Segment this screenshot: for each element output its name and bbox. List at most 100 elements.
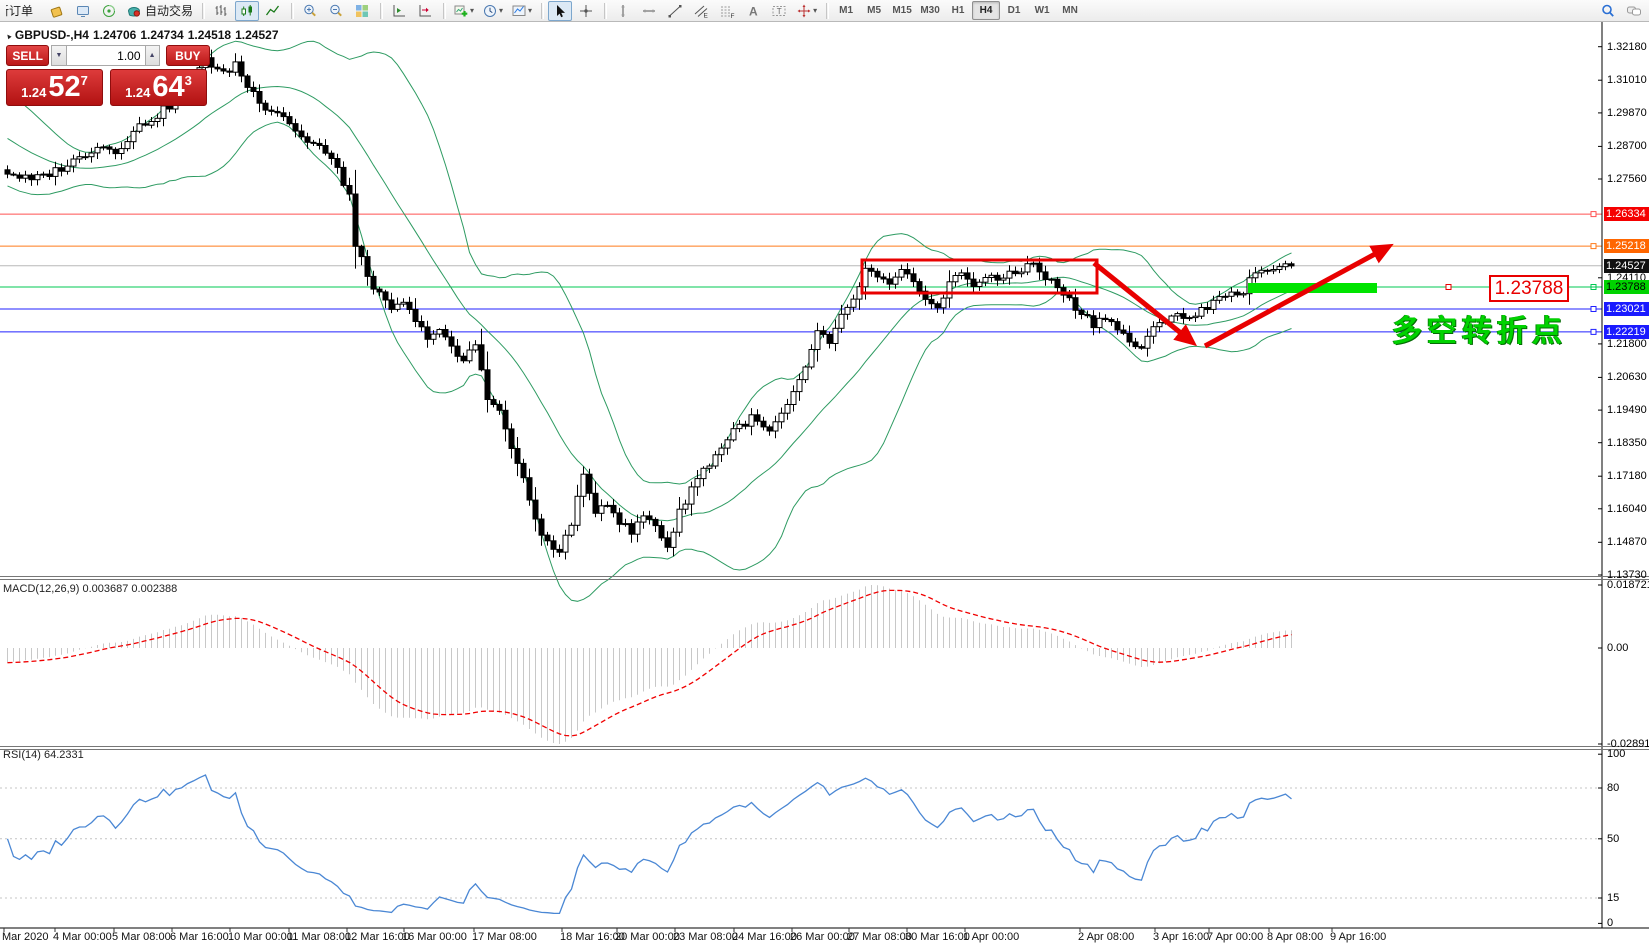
add-indicator-icon[interactable]: ▾ bbox=[450, 1, 477, 21]
bollinger-lower-band bbox=[7, 121, 1292, 602]
sell-button[interactable]: SELL bbox=[6, 45, 50, 66]
timeframe-button-d1[interactable]: D1 bbox=[1007, 5, 1021, 16]
bollinger-middle-band bbox=[7, 85, 1292, 522]
time-axis-label: 4 Mar 00:00 bbox=[53, 931, 112, 943]
time-axis-label: 26 Mar 00:00 bbox=[790, 931, 855, 943]
candlestick-chart-icon[interactable] bbox=[235, 0, 260, 21]
buy-price-button[interactable]: 1.24 64 3 bbox=[110, 69, 207, 106]
arrows-icon[interactable]: ▾ bbox=[793, 1, 820, 21]
volume-up-button[interactable]: ▲ bbox=[144, 45, 160, 66]
price-tick-label: 1.27560 bbox=[1607, 173, 1647, 185]
timeframe-button-h4[interactable]: H4 bbox=[972, 1, 1001, 20]
time-axis-label: 1 Apr 00:00 bbox=[963, 931, 1020, 943]
consolidation-red-box[interactable] bbox=[860, 258, 1099, 295]
price-line-badge: 1.25218 bbox=[1604, 239, 1649, 254]
candles bbox=[4, 49, 1295, 560]
toolbar-separator bbox=[604, 2, 608, 19]
price-level-callout[interactable]: 1.23788 bbox=[1489, 275, 1569, 302]
axis-ticks bbox=[3, 46, 1602, 932]
bar-chart-icon[interactable] bbox=[209, 1, 233, 21]
panel-dividers bbox=[0, 576, 1649, 750]
timeframe-button-mn[interactable]: MN bbox=[1062, 5, 1078, 16]
rsi-axis-label: 15 bbox=[1607, 891, 1620, 904]
one-click-trading-panel: SELL ▼ ▲ BUY 1.24 52 7 1.24 64 3 bbox=[6, 45, 210, 106]
macd-histogram bbox=[7, 585, 1292, 744]
data-window-icon[interactable] bbox=[97, 1, 121, 21]
sell-price-button[interactable]: 1.24 52 7 bbox=[6, 69, 103, 106]
line-handle[interactable] bbox=[1590, 328, 1597, 335]
bollinger-upper-band bbox=[7, 40, 1292, 485]
time-axis-label: 16 Mar 00:00 bbox=[402, 931, 467, 943]
buy-price-prefix: 1.24 bbox=[125, 85, 151, 100]
auto-scroll-icon[interactable] bbox=[413, 1, 437, 21]
timeframe-button-m1[interactable]: M1 bbox=[839, 5, 854, 16]
macd-axis-label: 0.00 bbox=[1607, 642, 1629, 654]
chinese-annotation[interactable]: 多空转折点 bbox=[1392, 315, 1567, 348]
crosshair-icon[interactable] bbox=[574, 1, 598, 21]
toolbar-separator bbox=[826, 2, 830, 19]
up-trend-arrow[interactable] bbox=[1203, 243, 1394, 349]
time-axis-label: 10 Mar 00:00 bbox=[228, 931, 293, 943]
price-tick-label: 1.16040 bbox=[1607, 502, 1647, 515]
time-axis-label: 17 Mar 08:00 bbox=[472, 931, 537, 943]
panel-borders bbox=[0, 22, 1649, 929]
buy-price-big: 64 bbox=[152, 71, 185, 103]
cursor-icon[interactable] bbox=[548, 0, 573, 21]
trendline-icon[interactable] bbox=[663, 1, 687, 21]
chart-symbol-period: GBPUSD-,H4 bbox=[14, 28, 89, 42]
volume-input[interactable] bbox=[66, 45, 145, 66]
price-level-lines bbox=[0, 211, 1602, 335]
vertical-line-icon[interactable] bbox=[611, 1, 635, 21]
time-axis-label: 12 Mar 16:00 bbox=[345, 931, 410, 943]
time-axis-label: Mar 2020 bbox=[2, 931, 49, 943]
time-axis-label: 2 Apr 08:00 bbox=[1078, 931, 1135, 943]
line-chart-icon[interactable] bbox=[261, 1, 285, 21]
time-axis-label: 9 Apr 16:00 bbox=[1330, 931, 1387, 943]
horizontal-line-icon[interactable] bbox=[637, 1, 661, 21]
equidistant-channel-icon[interactable]: E bbox=[689, 1, 713, 21]
chart-shift-icon[interactable] bbox=[387, 1, 411, 21]
rsi-axis-label: 80 bbox=[1607, 782, 1620, 794]
price-line-badge: 1.26334 bbox=[1604, 207, 1649, 222]
text-icon[interactable]: A bbox=[741, 1, 765, 21]
toolbar-separator bbox=[380, 2, 384, 19]
timeframe-button-m5[interactable]: M5 bbox=[867, 5, 882, 16]
fibonacci-icon[interactable]: F bbox=[715, 1, 739, 21]
market-watch-icon[interactable] bbox=[71, 1, 95, 21]
ohlc-low: 1.24518 bbox=[187, 28, 232, 42]
tile-windows-icon[interactable] bbox=[350, 1, 374, 21]
price-tick-label: 1.32180 bbox=[1607, 40, 1647, 53]
zoom-in-icon[interactable] bbox=[298, 1, 322, 21]
price-tick-label: 1.20630 bbox=[1607, 371, 1647, 384]
rsi-levels bbox=[0, 787, 1602, 899]
time-axis-label: 23 Mar 08:00 bbox=[673, 931, 738, 943]
timeframe-button-w1[interactable]: W1 bbox=[1034, 5, 1050, 16]
svg-text:T: T bbox=[777, 6, 782, 15]
line-handle[interactable] bbox=[1590, 243, 1597, 250]
time-axis-label: 27 Mar 08:00 bbox=[847, 931, 912, 943]
zoom-out-icon[interactable] bbox=[324, 1, 348, 21]
autotrading-button[interactable]: 自动交易 bbox=[123, 1, 196, 21]
line-handle[interactable] bbox=[1590, 211, 1597, 218]
new-order-button[interactable]: 新订单 bbox=[6, 4, 34, 18]
timeframe-button-m30[interactable]: M30 bbox=[920, 5, 940, 16]
volume-down-button[interactable]: ▼ bbox=[51, 45, 67, 66]
new-order-icon[interactable] bbox=[45, 1, 69, 21]
search-icon[interactable] bbox=[1596, 1, 1620, 21]
price-tick-label: 1.18350 bbox=[1607, 436, 1647, 449]
time-axis-label: 24 Mar 16:00 bbox=[732, 931, 797, 943]
macd-signal-line bbox=[7, 589, 1292, 737]
line-handle[interactable] bbox=[1590, 306, 1597, 312]
down-trend-arrow[interactable] bbox=[1092, 261, 1198, 347]
timeframe-button-h1[interactable]: H1 bbox=[951, 5, 965, 16]
periods-icon[interactable]: ▾ bbox=[479, 1, 506, 21]
text-label-icon[interactable]: T bbox=[767, 1, 791, 21]
timeframe-button-m15[interactable]: M15 bbox=[892, 5, 912, 16]
price-line-badge: 1.22219 bbox=[1604, 324, 1649, 339]
time-axis-label: 30 Mar 16:00 bbox=[905, 931, 970, 943]
buy-button[interactable]: BUY bbox=[165, 45, 210, 66]
template-icon[interactable]: ▾ bbox=[508, 1, 535, 21]
chat-icon[interactable] bbox=[1622, 1, 1646, 21]
